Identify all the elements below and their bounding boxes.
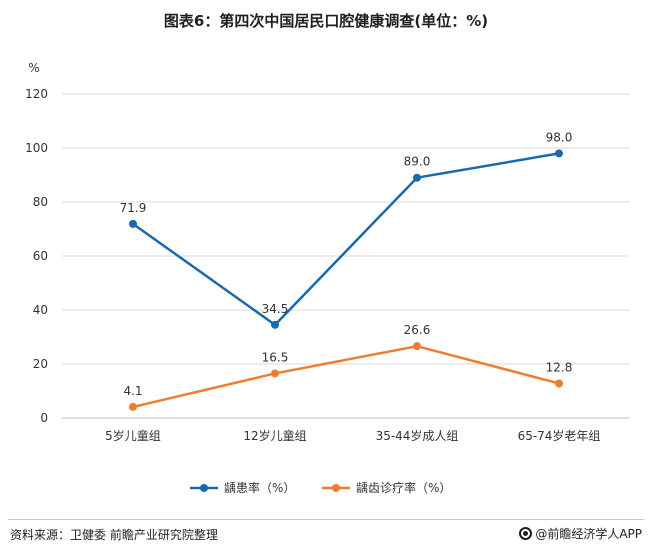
x-axis-ticks: 5岁儿童组 12岁儿童组 35-44岁成人组 65-74岁老年组 <box>105 428 600 443</box>
y-tick-label: 60 <box>33 249 48 263</box>
x-tick-label: 12岁儿童组 <box>243 428 306 443</box>
data-label: 12.8 <box>546 360 573 374</box>
legend-marker <box>200 484 208 492</box>
data-point <box>413 173 421 182</box>
data-label: 71.9 <box>120 201 147 215</box>
series-line <box>132 344 560 409</box>
data-point <box>271 369 279 378</box>
chart-title: 图表6：第四次中国居民口腔健康调查(单位：%) <box>163 12 489 30</box>
data-label: 16.5 <box>262 350 289 364</box>
series-group: 71.9 34.5 89.0 98.0 4.1 16.5 26.6 12.8 <box>120 130 573 411</box>
y-axis-unit: % <box>28 61 39 75</box>
brand-logo-icon <box>519 527 533 540</box>
source-note: 资料来源：卫健委 前瞻产业研究院整理 <box>10 528 218 542</box>
y-tick-label: 120 <box>25 87 48 101</box>
gridlines <box>62 93 630 419</box>
data-label: 98.0 <box>546 130 573 144</box>
x-tick-label: 5岁儿童组 <box>105 428 161 443</box>
legend-label: 龋患率（%） <box>224 480 295 495</box>
y-tick-label: 20 <box>33 357 48 371</box>
data-label: 89.0 <box>404 155 431 169</box>
brand-text: @前瞻经济学人APP <box>535 527 642 541</box>
y-axis-ticks: 0 20 40 60 80 100 120 <box>25 87 48 425</box>
legend: 龋患率（%） 龋齿诊疗率（%） <box>190 480 451 495</box>
data-label: 34.5 <box>262 302 289 316</box>
y-tick-label: 80 <box>33 195 48 209</box>
legend-label: 龋齿诊疗率（%） <box>356 480 451 495</box>
brand-credit: @前瞻经济学人APP <box>519 525 642 542</box>
y-tick-label: 100 <box>25 141 48 155</box>
data-point <box>413 342 421 351</box>
data-point <box>555 149 563 158</box>
data-point <box>129 402 137 411</box>
footer-divider <box>8 519 644 520</box>
data-point <box>271 320 279 329</box>
series-line <box>132 152 560 327</box>
data-label: 4.1 <box>123 384 142 398</box>
data-point <box>555 379 563 388</box>
legend-marker <box>332 484 340 492</box>
y-tick-label: 0 <box>40 411 48 425</box>
x-tick-label: 35-44岁成人组 <box>376 428 459 443</box>
y-tick-label: 40 <box>33 303 48 317</box>
x-tick-label: 65-74岁老年组 <box>518 428 601 443</box>
data-label: 26.6 <box>404 323 431 337</box>
data-point <box>129 219 137 228</box>
